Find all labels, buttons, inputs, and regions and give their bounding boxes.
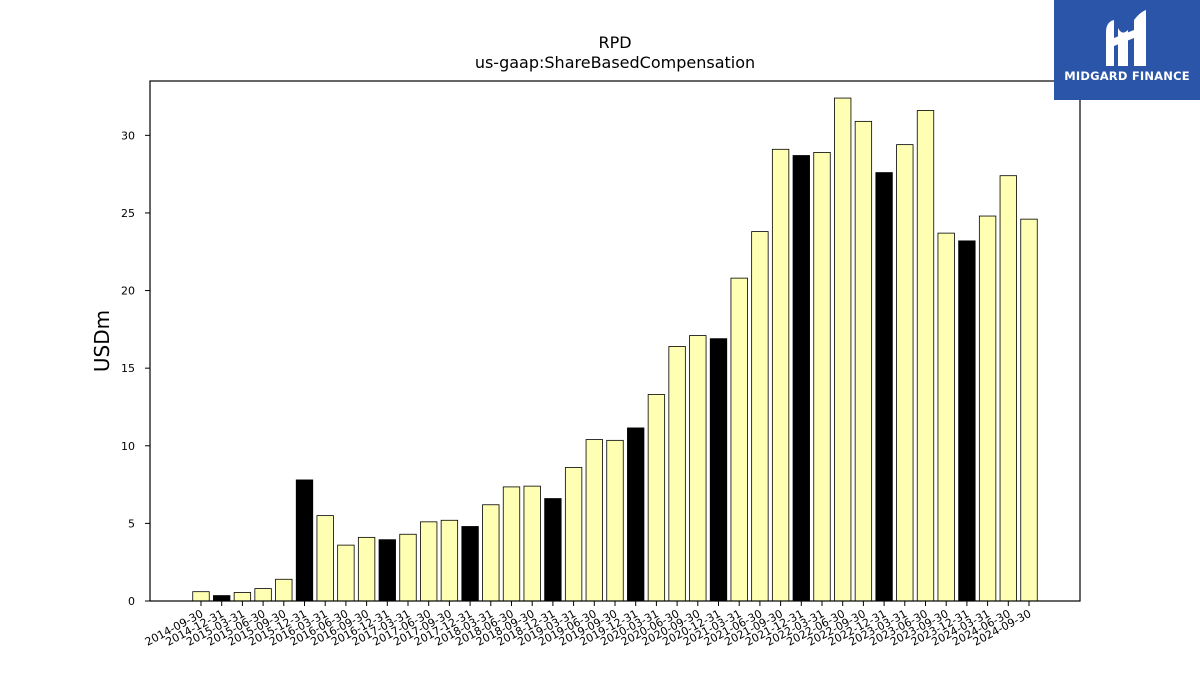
bar-2018-12-31 — [544, 498, 562, 602]
y-tick-label: 25 — [121, 207, 135, 220]
bar-2022-06-30 — [834, 97, 852, 602]
bar-2021-09-30 — [771, 148, 790, 602]
bar-2017-12-31 — [461, 526, 479, 602]
bar-2019-03-31 — [564, 467, 583, 602]
bar-2022-03-31 — [813, 151, 831, 602]
y-tick-label: 15 — [121, 362, 135, 375]
y-tick-label: 0 — [128, 595, 135, 608]
x-axis: 2014-09-302014-12-312015-03-312015-06-30… — [143, 601, 1033, 649]
bar-2015-12-31 — [295, 479, 314, 602]
bar-2019-12-31 — [627, 427, 645, 602]
bar-2015-09-30 — [275, 578, 293, 602]
bar-series — [192, 97, 1038, 602]
bar-2024-06-30 — [999, 175, 1017, 602]
y-tick-label: 5 — [128, 517, 135, 530]
bar-2018-09-30 — [523, 485, 541, 602]
bar-2020-09-30 — [689, 335, 707, 602]
bar-2017-03-31 — [399, 533, 417, 602]
bar-2017-09-30 — [440, 519, 459, 602]
bar-2023-12-31 — [958, 240, 976, 602]
bar-2018-06-30 — [502, 486, 521, 602]
chart-title: RPD — [598, 33, 631, 52]
bar-2021-12-31 — [792, 155, 810, 602]
bar-2015-06-30 — [254, 588, 272, 602]
bar-2020-03-31 — [647, 394, 666, 602]
bar-2016-09-30 — [357, 536, 376, 602]
bar-2019-06-30 — [585, 439, 603, 602]
bar-2023-03-31 — [896, 144, 914, 602]
brand-logo: MIDGARD FINANCE — [1054, 0, 1200, 100]
bar-2019-09-30 — [606, 439, 624, 602]
bar-2016-03-31 — [316, 515, 334, 602]
bar-2017-06-30 — [420, 521, 438, 602]
bar-2024-09-30 — [1020, 218, 1038, 602]
chart-subtitle: us-gaap:ShareBasedCompensation — [475, 53, 755, 72]
bar-2023-09-30 — [937, 232, 955, 602]
bar-2016-12-31 — [378, 539, 396, 602]
bar-2024-03-31 — [978, 215, 997, 602]
bar-2014-12-31 — [213, 595, 231, 602]
y-tick-label: 10 — [121, 440, 135, 453]
bar-2020-06-30 — [668, 346, 686, 602]
bar-2014-09-30 — [192, 591, 210, 602]
y-axis-label: USDm — [90, 310, 114, 372]
bar-2016-06-30 — [337, 544, 355, 602]
y-tick-label: 20 — [121, 285, 135, 298]
brand-name: MIDGARD FINANCE — [1064, 69, 1190, 83]
bar-2021-06-30 — [751, 231, 769, 602]
bar-2015-03-31 — [233, 592, 252, 602]
bar-2021-03-31 — [730, 277, 748, 602]
y-axis: 0 5 10 15 20 25 30 — [121, 129, 150, 608]
plot-frame — [149, 80, 1081, 602]
midgard-logo-icon — [1106, 10, 1146, 66]
bar-2022-09-30 — [854, 120, 873, 602]
bar-2020-12-31 — [709, 338, 728, 602]
y-tick-label: 30 — [121, 129, 135, 142]
bar-2023-06-30 — [916, 110, 935, 602]
bar-2022-12-31 — [875, 172, 893, 602]
bar-2018-03-31 — [482, 504, 500, 602]
